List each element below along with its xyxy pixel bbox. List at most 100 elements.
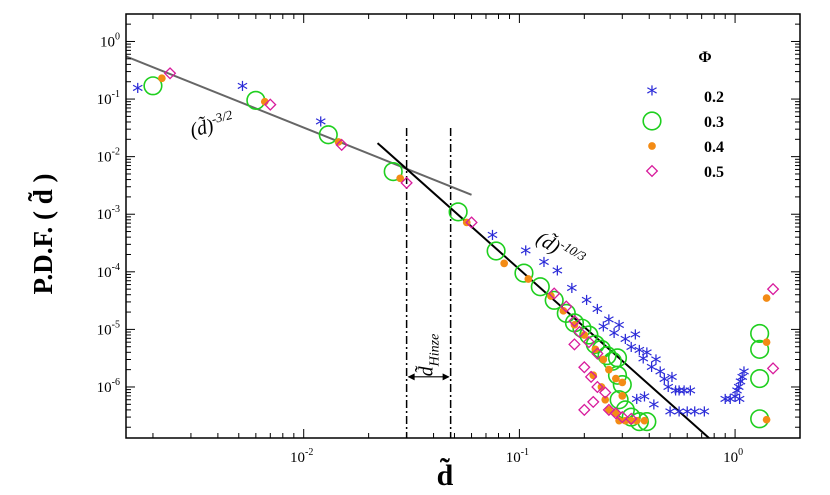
data-point-circle <box>642 111 662 131</box>
fit-line <box>376 142 711 438</box>
data-point-circle <box>597 346 617 366</box>
data-point-circle <box>750 339 770 359</box>
data-point-star: * <box>132 79 143 105</box>
data-point-star: * <box>598 318 609 344</box>
tick-exponent: -1 <box>112 89 120 100</box>
data-point-circle <box>530 277 550 297</box>
data-point-star: * <box>603 311 614 337</box>
data-point-star: * <box>626 338 637 364</box>
data-point-diamond <box>560 300 573 313</box>
tick-exponent: 0 <box>738 447 743 458</box>
data-point-circle <box>143 76 163 96</box>
tick-exponent: 0 <box>115 31 120 42</box>
legend-item-0.4: 0.4 <box>648 139 724 156</box>
tick-exponent: -4 <box>112 262 120 273</box>
data-point-dot <box>599 355 608 364</box>
data-point-diamond <box>624 412 638 426</box>
fit-line-label-exponent: -10/3 <box>558 237 590 264</box>
data-point-diamond <box>766 362 780 375</box>
legend-item-0.3: 0.3 <box>642 111 724 131</box>
tick-base: 10 <box>723 450 738 466</box>
data-point-star: * <box>639 388 650 414</box>
data-point-dot <box>621 416 630 425</box>
data-point-star: * <box>720 390 731 416</box>
legend-label: 0.4 <box>704 139 724 156</box>
hinze-symbol: d̃ <box>414 365 438 376</box>
tick-exponent: -2 <box>305 447 313 458</box>
data-point-star: * <box>655 363 666 389</box>
data-point-star: * <box>638 350 649 376</box>
data-point-star: * <box>538 253 549 279</box>
data-point-star: * <box>552 262 563 288</box>
legend-item-0.2: * 0.2 <box>646 82 724 108</box>
data-point-circle <box>609 390 629 410</box>
y-tick-label: 10-2 <box>97 147 120 166</box>
data-point-star: * <box>678 382 689 408</box>
y-tick-label: 10-3 <box>97 204 120 223</box>
data-point-diamond <box>400 176 413 190</box>
data-point-diamond <box>584 370 598 384</box>
legend-item-0.5: 0.5 <box>645 164 724 181</box>
data-point-diamond <box>573 325 586 339</box>
data-point-star: * <box>737 368 748 394</box>
data-point-star: * <box>648 396 659 422</box>
y-tick-label: 10-1 <box>97 89 120 108</box>
y-tick-label: 10-5 <box>97 319 120 338</box>
data-point-star: * <box>729 388 740 414</box>
data-point-dot <box>589 371 598 380</box>
fit-line-label-base: (d̃) <box>532 226 565 259</box>
fit-line-label: (d̃)-3/2 <box>187 107 236 142</box>
data-point-circle <box>448 202 468 222</box>
data-point-dot <box>591 345 600 354</box>
data-point-star: * <box>738 363 749 389</box>
data-point-star: * <box>650 351 661 377</box>
hinze-subscript: Hinze <box>428 334 443 368</box>
data-point-star: * <box>733 379 744 405</box>
x-tick-label: 100 <box>723 447 743 466</box>
tick-base: 10 <box>97 380 112 396</box>
data-point-diamond <box>582 335 596 349</box>
legend-label: 0.2 <box>704 89 724 106</box>
data-point-dot <box>605 406 613 414</box>
data-point-dot <box>500 259 509 268</box>
data-point-dot <box>597 383 606 391</box>
data-point-star: * <box>631 390 642 416</box>
tick-exponent: -3 <box>112 204 120 215</box>
data-point-star: * <box>646 82 657 108</box>
data-point-star: * <box>735 373 746 399</box>
data-point-star: * <box>685 382 696 408</box>
data-point-circle <box>318 125 338 145</box>
legend-label: 0.5 <box>704 164 724 181</box>
data-point-star: * <box>682 403 693 429</box>
data-point-diamond <box>578 361 591 374</box>
data-point-star: * <box>666 368 677 394</box>
data-point-star: * <box>725 390 736 416</box>
data-point-dot <box>632 416 641 425</box>
data-point-dot <box>570 320 579 329</box>
data-point-star: * <box>665 403 676 429</box>
tick-base: 10 <box>97 92 112 108</box>
data-point-circle <box>486 241 506 261</box>
data-point-star: * <box>641 344 652 370</box>
data-point-dot <box>762 338 771 347</box>
data-point-diamond <box>568 338 581 351</box>
data-point-dot <box>158 74 166 83</box>
data-point-star: * <box>315 113 326 139</box>
data-point-star: * <box>630 326 641 352</box>
data-point-diamond <box>602 403 616 417</box>
data-point-star: * <box>670 382 681 408</box>
tick-exponent: -2 <box>112 147 120 158</box>
data-point-diamond <box>766 282 780 296</box>
tick-base: 10 <box>506 450 521 466</box>
data-point-star: * <box>734 390 745 416</box>
data-point-dot <box>762 415 771 424</box>
data-point-circle <box>514 263 534 283</box>
data-point-dot <box>611 374 620 383</box>
data-point-diamond <box>264 98 277 111</box>
data-point-dot <box>605 365 613 374</box>
data-point-dot <box>762 294 771 302</box>
data-point-diamond <box>547 287 561 300</box>
data-point-star: * <box>689 403 700 429</box>
data-point-star: * <box>731 382 742 408</box>
tick-exponent: -6 <box>112 377 120 388</box>
